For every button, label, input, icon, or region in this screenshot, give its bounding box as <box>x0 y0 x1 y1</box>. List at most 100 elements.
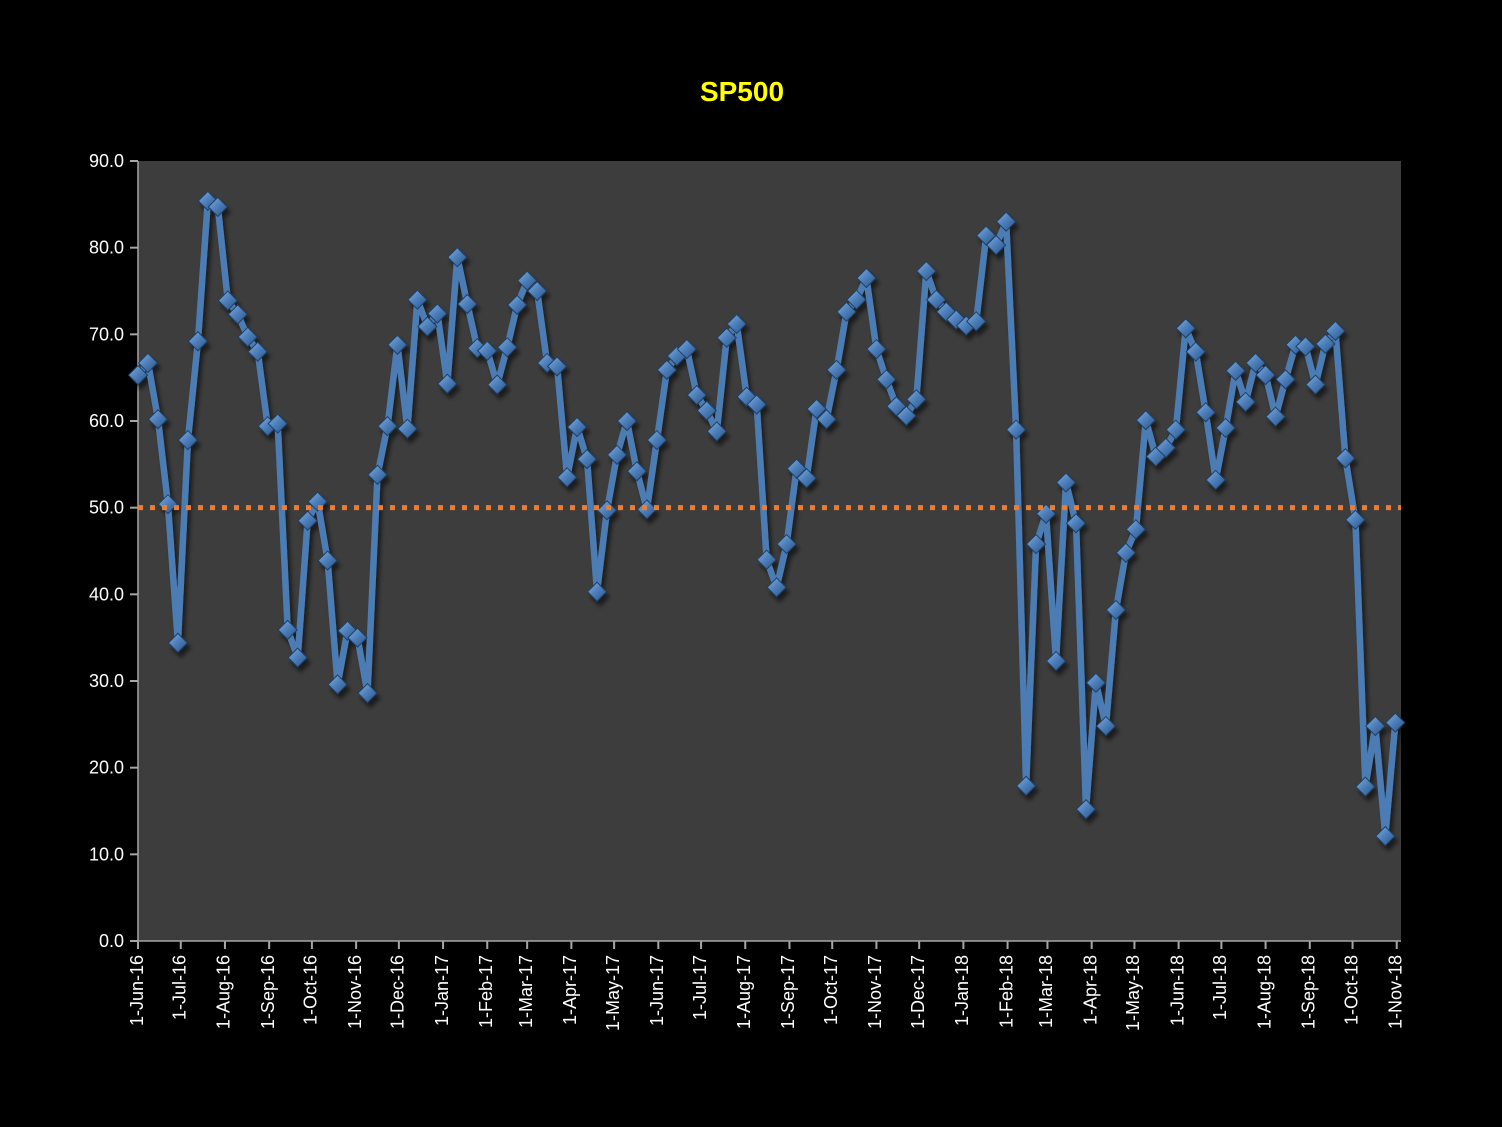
data-point-marker <box>916 260 937 282</box>
x-tick-label: 1-Jun-17 <box>647 955 667 1026</box>
data-point-marker <box>1115 542 1137 563</box>
data-point-marker <box>397 418 418 440</box>
x-tick-label: 1-Sep-17 <box>778 955 798 1029</box>
data-point-marker <box>387 334 408 355</box>
data-point-marker <box>1025 533 1047 555</box>
y-tick-label: 30.0 <box>89 671 124 691</box>
data-point-marker <box>776 533 797 555</box>
data-point-marker <box>985 234 1007 256</box>
data-point-marker <box>1045 650 1067 672</box>
y-tick-label: 50.0 <box>89 498 124 518</box>
data-point-marker <box>726 313 747 335</box>
x-tick-label: 1-Apr-18 <box>1080 955 1100 1025</box>
x-tick-label: 1-Jul-16 <box>170 955 190 1020</box>
sp500-series <box>127 190 1406 847</box>
data-point-marker <box>806 398 827 420</box>
data-point-marker <box>686 384 708 406</box>
data-point-marker <box>646 429 668 451</box>
data-point-marker <box>1095 715 1117 737</box>
data-point-marker <box>926 289 947 310</box>
data-point-marker <box>1375 825 1396 847</box>
data-point-marker <box>876 369 897 390</box>
y-tick-label: 60.0 <box>89 411 124 431</box>
data-point-marker <box>746 394 767 415</box>
data-point-marker <box>1015 775 1037 797</box>
data-point-marker <box>1315 333 1336 355</box>
data-point-marker <box>1085 672 1107 693</box>
data-point-marker <box>237 326 258 348</box>
x-axis-labels: 1-Jun-16 1-Jul-16 1-Aug-16 1-Sep-16 1-Oct-16… <box>127 955 1406 1031</box>
x-tick-label: 1-Mar-18 <box>1036 955 1056 1028</box>
data-point-marker <box>586 581 608 602</box>
data-point-marker <box>516 270 538 291</box>
data-point-marker <box>1205 469 1226 491</box>
data-point-marker <box>1125 519 1147 540</box>
data-point-marker <box>1055 472 1077 493</box>
data-point-marker <box>367 464 388 485</box>
data-point-marker <box>826 359 847 381</box>
x-tick-label: 1-Oct-16 <box>301 955 321 1025</box>
data-point-marker <box>277 619 298 641</box>
data-point-marker <box>496 337 518 358</box>
x-tick-label: 1-Jan-17 <box>432 955 452 1026</box>
data-point-marker <box>167 632 189 654</box>
data-point-marker <box>756 549 777 570</box>
data-point-marker <box>576 448 598 470</box>
data-point-marker <box>207 196 229 218</box>
data-point-marker <box>656 359 678 381</box>
data-point-marker <box>437 373 458 394</box>
data-point-marker <box>1195 402 1216 423</box>
x-tick-label: 1-Aug-16 <box>214 955 234 1029</box>
data-point-marker <box>766 577 787 598</box>
y-tick-label: 70.0 <box>89 324 124 344</box>
data-point-marker <box>716 327 737 349</box>
x-tick-label: 1-May-17 <box>603 955 623 1031</box>
data-point-marker <box>1385 712 1406 733</box>
data-point-marker <box>606 444 628 466</box>
data-point-marker <box>327 674 348 695</box>
data-point-marker <box>297 510 318 531</box>
data-point-marker <box>1305 374 1326 395</box>
x-tick-label: 1-Jul-17 <box>690 955 710 1020</box>
data-point-marker <box>1345 509 1366 531</box>
data-point-marker <box>995 211 1017 232</box>
data-point-marker <box>816 409 837 430</box>
data-point-marker <box>1365 715 1386 737</box>
x-tick-label: 1-Feb-18 <box>996 955 1016 1028</box>
data-point-marker <box>596 500 618 521</box>
data-point-marker <box>1225 360 1246 381</box>
data-point-marker <box>1255 364 1276 386</box>
data-point-marker <box>357 682 378 704</box>
x-tick-label: 1-Nov-17 <box>865 955 885 1029</box>
data-point-marker <box>127 364 149 386</box>
x-tick-label: 1-Jan-18 <box>952 955 972 1026</box>
y-tick-label: 90.0 <box>89 151 124 171</box>
data-point-marker <box>866 338 887 360</box>
data-point-marker <box>487 374 508 395</box>
y-axis-labels: 90.0 80.0 70.0 60.0 50.0 40.0 30.0 20.0 10.0 0.0 <box>89 151 124 951</box>
data-point-marker <box>417 316 438 337</box>
data-point-marker <box>427 303 448 324</box>
data-point-marker <box>1215 417 1236 439</box>
data-point-marker <box>965 311 987 332</box>
data-point-marker <box>267 413 288 434</box>
data-point-marker <box>287 647 308 668</box>
x-tick-label: 1-Dec-17 <box>908 955 928 1029</box>
data-point-marker <box>856 267 877 289</box>
data-point-marker <box>187 331 209 352</box>
x-tick-label: 1-Nov-16 <box>345 955 365 1029</box>
x-tick-label: 1-Dec-16 <box>388 955 408 1029</box>
data-point-marker <box>247 341 268 362</box>
data-point-marker <box>896 405 917 427</box>
data-point-marker <box>1335 448 1356 469</box>
chart-title: SP500 <box>700 76 784 107</box>
data-point-marker <box>147 409 169 430</box>
data-point-marker <box>616 410 638 432</box>
data-point-marker <box>1355 776 1376 797</box>
x-tick-label: 1-Apr-17 <box>560 955 580 1025</box>
x-tick-label: 1-Jun-16 <box>127 955 147 1026</box>
data-point-marker <box>836 301 857 323</box>
data-point-marker <box>457 293 478 315</box>
